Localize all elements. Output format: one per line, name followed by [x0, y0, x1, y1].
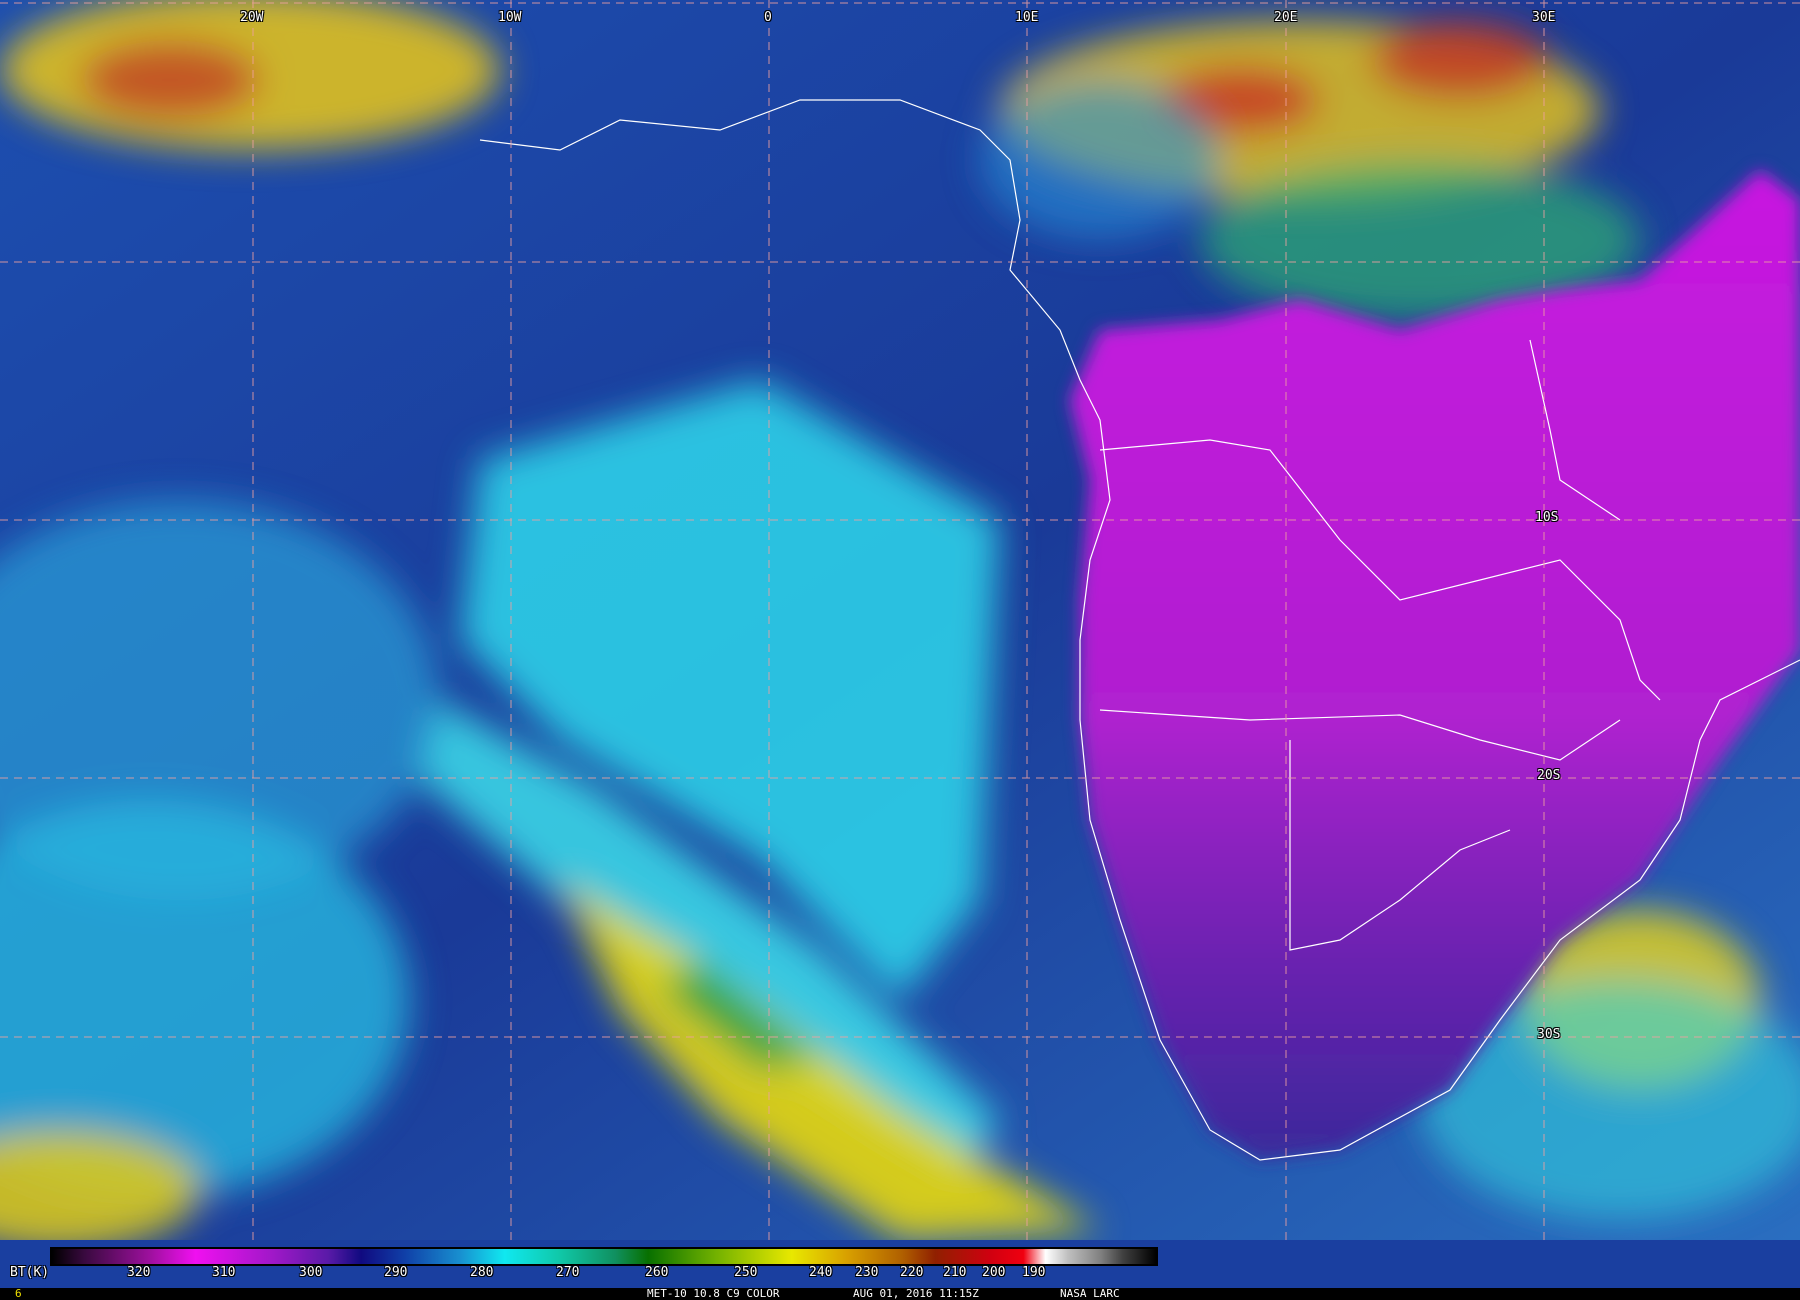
product-label: MET-10 10.8 C9 COLOR: [647, 1287, 780, 1300]
frame-number: 6: [15, 1287, 22, 1300]
longitude-label: 10E: [1015, 10, 1039, 25]
source-label: NASA LARC: [1060, 1287, 1120, 1300]
colorbar-tick: 290: [384, 1265, 408, 1280]
colorbar-tick: 200: [982, 1265, 1006, 1280]
colorbar-tick: 260: [645, 1265, 669, 1280]
colorbar-tick: 280: [470, 1265, 494, 1280]
longitude-label: 20W: [240, 10, 264, 25]
longitude-label: 30E: [1532, 10, 1556, 25]
colorbar-tick: 230: [855, 1265, 879, 1280]
colorbar-tick: 190: [1022, 1265, 1046, 1280]
brightness-temperature-colorbar: [50, 1247, 1158, 1266]
colorbar-tick: 250: [734, 1265, 758, 1280]
longitude-label: 0: [764, 10, 772, 25]
lat-lon-gridlines: [0, 0, 1800, 1240]
longitude-label: 20E: [1274, 10, 1298, 25]
footer-bar: 6 MET-10 10.8 C9 COLOR AUG 01, 2016 11:1…: [0, 1288, 1800, 1300]
colorbar-tick: 320: [127, 1265, 151, 1280]
colorbar-tick: 310: [212, 1265, 236, 1280]
latitude-label: 20S: [1537, 768, 1561, 783]
ir-satellite-image: [0, 0, 1800, 1240]
coastline: [479, 99, 1800, 1161]
colorbar-tick: 240: [809, 1265, 833, 1280]
colorbar-tick: 210: [943, 1265, 967, 1280]
colorbar-tick: 270: [556, 1265, 580, 1280]
latitude-label: 10S: [1535, 510, 1559, 525]
datetime-label: AUG 01, 2016 11:15Z: [853, 1287, 979, 1300]
africa-landmass: [1070, 170, 1800, 1160]
latitude-label: 30S: [1537, 1027, 1561, 1042]
colorbar-unit-label: BT(K): [10, 1265, 50, 1280]
colorbar-tick: 300: [299, 1265, 323, 1280]
colorbar-tick: 220: [900, 1265, 924, 1280]
longitude-label: 10W: [498, 10, 522, 25]
cloud-field: [0, 0, 1800, 1240]
